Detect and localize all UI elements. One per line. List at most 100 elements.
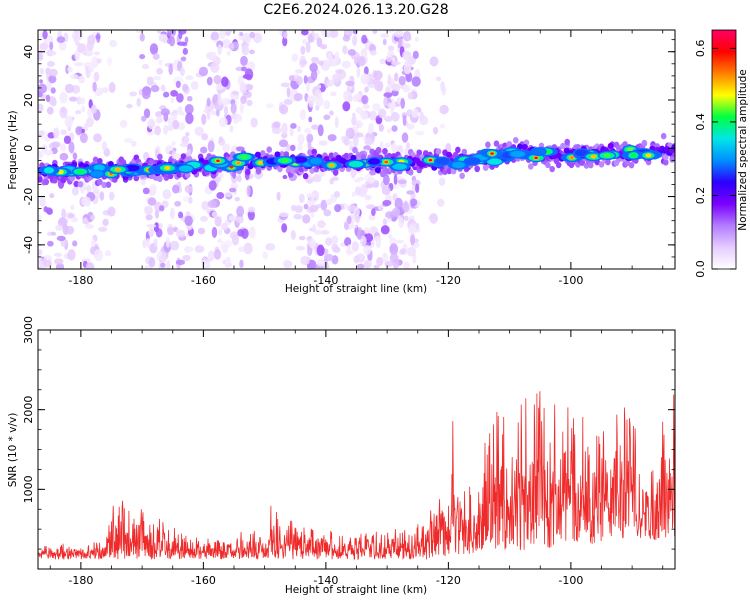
- spectrogram-speckle: [343, 136, 350, 146]
- spectrogram-speckle: [156, 30, 162, 34]
- spectrogram-band-halo: [482, 164, 489, 171]
- spectrogram-speckle: [343, 30, 354, 36]
- spectrogram-speckle: [44, 137, 50, 142]
- spectrogram-speckle: [72, 240, 78, 247]
- colorbar-tick-label: 0.6: [694, 40, 707, 58]
- spectrogram-speckle: [352, 112, 356, 119]
- spectrogram-band-halo: [259, 150, 266, 157]
- spectrogram-speckle: [176, 93, 184, 103]
- spectrogram-speckle: [236, 174, 242, 183]
- spectrogram-hotspot: [603, 153, 611, 158]
- spectrogram-speckle: [201, 133, 209, 141]
- spectrogram-speckle: [367, 122, 374, 135]
- spectrogram-speckle: [411, 76, 421, 87]
- spectrogram-speckle: [102, 218, 109, 227]
- spectrogram-speckle: [68, 96, 78, 102]
- spectrogram-speckle: [56, 36, 66, 44]
- spectrogram-speckle: [373, 70, 383, 81]
- spectrogram-speckle: [286, 86, 291, 98]
- spectrogram-speckle: [76, 43, 86, 53]
- spectrogram-speckle: [410, 198, 418, 207]
- spectrogram-speckle: [300, 30, 309, 36]
- spectrogram-band-halo: [435, 148, 442, 155]
- spectrogram-band-halo: [343, 152, 350, 160]
- spectrogram-speckle: [225, 31, 231, 36]
- spectrogram-speckle: [70, 74, 79, 80]
- spectrogram-speckle: [201, 200, 210, 211]
- spectrogram-speckle: [382, 252, 388, 264]
- spectrogram-speckle: [402, 202, 410, 213]
- spectrogram-speckle: [182, 47, 188, 55]
- spectrogram-speckle: [415, 183, 420, 194]
- spectrogram-band-halo: [77, 181, 84, 188]
- snr-series-line: [38, 390, 675, 561]
- spectrogram-speckle: [235, 146, 245, 152]
- spectrogram-speckle: [272, 121, 281, 129]
- colorbar-label: Normalized spectral amplitude: [737, 69, 749, 230]
- spectrogram-speckle: [213, 249, 222, 260]
- spectrogram-speckle: [158, 223, 163, 230]
- spectrogram-speckle: [201, 113, 207, 125]
- spectrogram-speckle: [402, 114, 407, 126]
- spectrogram-speckle: [363, 259, 372, 269]
- spectrogram-speckle: [39, 79, 43, 84]
- spectrogram-speckle: [86, 184, 92, 194]
- spectrogram-speckle: [331, 73, 341, 83]
- spectrogram-speckle: [317, 84, 322, 89]
- snr-marks: [38, 390, 675, 561]
- spectrogram-speckle: [241, 44, 250, 56]
- spectrogram-speckle: [290, 204, 297, 212]
- spectrogram-speckle: [148, 228, 155, 237]
- spectrogram-speckle: [221, 243, 229, 254]
- spectrogram-speckle: [300, 45, 306, 55]
- spectrogram-hotspot: [164, 165, 171, 170]
- spectrogram-speckle: [222, 97, 228, 107]
- spectrogram-speckle: [199, 215, 208, 222]
- spectrogram-speckle: [369, 110, 377, 121]
- spectrogram-band-halo: [101, 181, 107, 189]
- spectrogram-speckle: [390, 142, 397, 153]
- spectrogram-speckle: [398, 38, 403, 47]
- spectrogram-speckle: [67, 249, 76, 261]
- spectrogram-speckle: [316, 244, 325, 257]
- spectrogram-band-core: [517, 143, 524, 150]
- spectrogram-band-halo: [307, 149, 313, 156]
- spectrogram-speckle: [48, 51, 57, 56]
- spectrogram-hotspot: [510, 150, 526, 158]
- spectrogram-speckle: [170, 89, 178, 97]
- spectrogram-speckle: [239, 31, 244, 37]
- snr-panel: -180 -160 -140 -120 -100 3000 2000 1000 Height …: [7, 316, 676, 596]
- spectrogram-hotspot: [257, 160, 264, 165]
- spectrogram-speckle: [187, 149, 192, 156]
- spectrogram-speckle: [303, 75, 308, 84]
- spectrogram-band-halo: [459, 172, 465, 180]
- spectrogram-band-halo: [382, 166, 388, 173]
- spectrogram-xtick-label: -160: [191, 274, 216, 287]
- spectrogram-speckle: [72, 152, 78, 161]
- spectrogram-speckle: [168, 35, 176, 47]
- spectrogram-speckle: [369, 50, 377, 56]
- spectrogram-speckle: [403, 261, 410, 269]
- spectrogram-speckle: [229, 125, 234, 133]
- spectrogram-speckle: [247, 209, 255, 221]
- spectrogram-hotspot: [236, 161, 241, 165]
- spectrogram-marks: [38, 30, 675, 269]
- spectrogram-speckle: [406, 190, 415, 195]
- spectrogram-band-halo: [555, 161, 562, 169]
- spectrogram-speckle: [355, 214, 360, 224]
- colorbar-tick-label: 0.2: [694, 187, 707, 205]
- spectrogram-speckle: [399, 248, 406, 255]
- spectrogram-speckle: [179, 142, 189, 148]
- snr-xtick-label: -140: [313, 574, 338, 587]
- spectrogram-speckle: [363, 66, 369, 76]
- spectrogram-speckle: [70, 204, 75, 211]
- spectrogram-speckle: [307, 198, 316, 206]
- spectrogram-speckle: [438, 177, 446, 186]
- spectrogram-speckle: [80, 128, 85, 134]
- spectrogram-speckle: [237, 228, 245, 237]
- spectrogram-speckle: [175, 259, 186, 266]
- spectrogram-band-halo: [605, 158, 611, 166]
- spectrogram-speckle: [290, 230, 296, 240]
- spectrogram-speckle: [142, 238, 147, 249]
- colorbar-tick-label: 0.0: [694, 260, 707, 278]
